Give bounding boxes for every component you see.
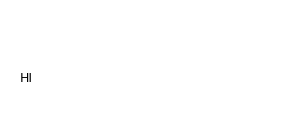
Text: HI: HI: [20, 72, 33, 85]
